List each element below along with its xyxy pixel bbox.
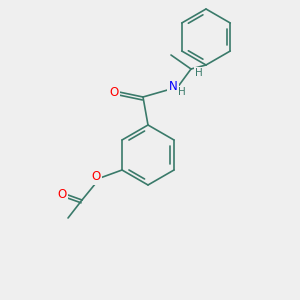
Text: O: O	[110, 85, 118, 98]
Text: H: H	[178, 87, 186, 97]
Text: H: H	[195, 68, 203, 78]
Text: O: O	[57, 188, 67, 200]
Text: N: N	[169, 80, 177, 92]
Text: O: O	[92, 170, 100, 184]
